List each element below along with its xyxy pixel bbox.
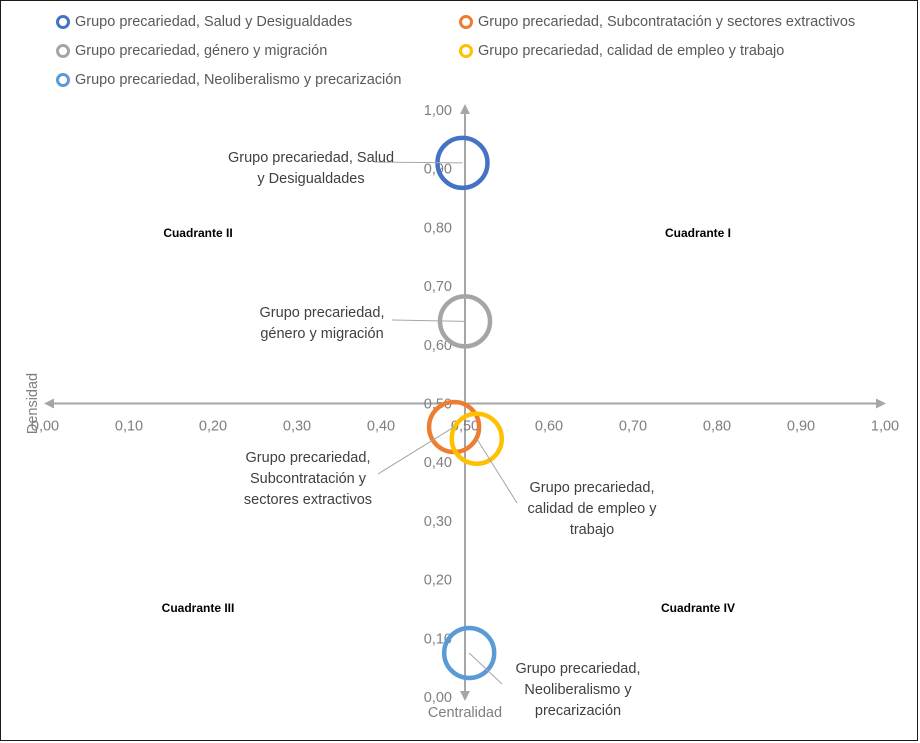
data-label-subcontratacion: sectores extractivos — [244, 492, 372, 508]
y-tick-label: 0,30 — [424, 514, 452, 530]
data-label-neoliberalismo: Neoliberalismo y — [524, 682, 632, 698]
x-tick-label: 0,00 — [31, 419, 59, 435]
legend-label: Grupo precariedad, calidad de empleo y t… — [478, 43, 785, 59]
y-tick-label: 0,70 — [424, 279, 452, 295]
legend-marker-icon — [56, 15, 70, 29]
quadrant-label-ii: Cuadrante II — [163, 226, 232, 240]
quadrant-label-i: Cuadrante I — [665, 226, 731, 240]
data-label-genero: género y migración — [260, 326, 383, 342]
legend-marker-icon — [56, 44, 70, 58]
legend-label: Grupo precariedad, Subcontratación y sec… — [478, 14, 856, 30]
x-tick-label: 1,00 — [871, 419, 899, 435]
y-tick-label: 0,40 — [424, 455, 452, 471]
x-tick-label: 0,40 — [367, 419, 395, 435]
legend-item-subcontratacion: Grupo precariedad, Subcontratación y sec… — [459, 14, 855, 30]
legend-marker-icon — [459, 15, 473, 29]
legend-item-salud: Grupo precariedad, Salud y Desigualdades — [56, 14, 352, 30]
legend-label: Grupo precariedad, género y migración — [75, 43, 328, 59]
leader-line-calidad — [476, 438, 518, 504]
data-label-calidad: calidad de empleo y — [528, 501, 658, 517]
leader-line-genero — [391, 319, 466, 322]
data-label-genero: Grupo precariedad, — [260, 305, 385, 321]
y-tick-label: 0,60 — [424, 338, 452, 354]
x-tick-label: 0,90 — [787, 419, 815, 435]
x-axis-title: Centralidad — [428, 705, 502, 721]
y-axis-title: Densidad — [25, 373, 41, 434]
legend-marker-icon — [459, 44, 473, 58]
x-tick-label: 0,80 — [703, 419, 731, 435]
y-tick-label: 0,20 — [424, 573, 452, 589]
data-label-salud: Grupo precariedad, Salud — [228, 150, 394, 166]
x-tick-label: 0,30 — [283, 419, 311, 435]
y-tick-label: 0,00 — [424, 690, 452, 706]
legend: Grupo precariedad, Salud y Desigualdades… — [56, 12, 916, 102]
data-label-calidad: Grupo precariedad, — [530, 480, 655, 496]
x-tick-label: 0,60 — [535, 419, 563, 435]
leader-line-subcontratacion — [377, 426, 455, 475]
legend-label: Grupo precariedad, Salud y Desigualdades — [75, 14, 353, 30]
data-label-subcontratacion: Subcontratación y — [250, 471, 367, 487]
legend-item-neoliberalismo: Grupo precariedad, Neoliberalismo y prec… — [56, 72, 401, 88]
leader-line-neoliberalismo — [468, 652, 503, 685]
data-label-subcontratacion: Grupo precariedad, — [246, 450, 371, 466]
bubble-calidad — [449, 411, 505, 466]
data-label-calidad: trabajo — [570, 522, 614, 538]
y-tick-label: 0,50 — [424, 397, 452, 413]
data-label-neoliberalismo: Grupo precariedad, — [516, 661, 641, 677]
x-tick-label: 0,20 — [199, 419, 227, 435]
legend-item-genero: Grupo precariedad, género y migración — [56, 43, 327, 59]
y-tick-label: 0,80 — [424, 220, 452, 236]
quadrant-label-iii: Cuadrante III — [162, 601, 235, 615]
x-tick-label: 0,10 — [115, 419, 143, 435]
legend-marker-icon — [56, 73, 70, 87]
legend-item-calidad: Grupo precariedad, calidad de empleo y t… — [459, 43, 784, 59]
y-tick-label: 1,00 — [424, 103, 452, 119]
data-label-salud: y Desigualdades — [257, 171, 364, 187]
bubble-neoliberalismo — [441, 625, 497, 681]
quadrant-label-iv: Cuadrante IV — [661, 601, 735, 615]
data-label-neoliberalismo: precarización — [535, 703, 621, 719]
leader-line-salud — [373, 161, 463, 164]
x-tick-label: 0,70 — [619, 419, 647, 435]
legend-label: Grupo precariedad, Neoliberalismo y prec… — [75, 72, 402, 88]
